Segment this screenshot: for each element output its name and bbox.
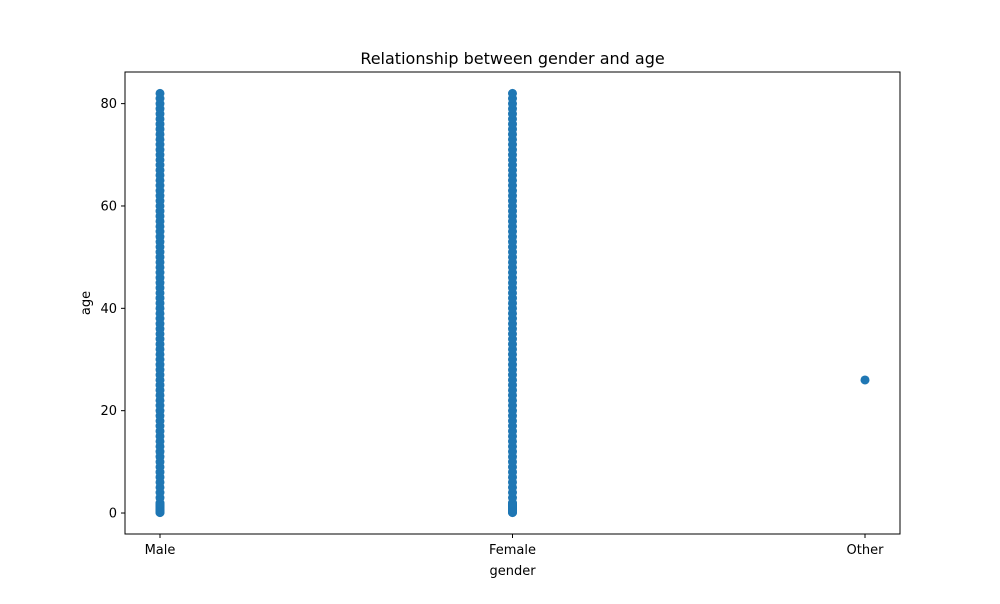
- scatter-point-male: [155, 88, 165, 98]
- chart-title: Relationship between gender and age: [360, 49, 664, 68]
- x-tick-label: Female: [489, 543, 536, 558]
- y-axis-label: age: [79, 291, 94, 315]
- y-tick-label: 80: [100, 97, 117, 112]
- y-tick-label: 60: [100, 199, 117, 214]
- y-tick-label: 0: [109, 507, 117, 522]
- x-tick-label: Male: [145, 543, 176, 558]
- data-points: [155, 88, 870, 518]
- x-axis-label: gender: [489, 564, 536, 579]
- y-tick-label: 40: [100, 302, 117, 317]
- scatter-point-female: [508, 88, 517, 98]
- scatter-point-other: [860, 375, 870, 385]
- x-axis-ticks: Male Female Other: [145, 534, 885, 558]
- x-tick-label: Other: [847, 543, 885, 558]
- y-tick-label: 20: [100, 404, 117, 419]
- y-axis-ticks: 0 20 40 60 80: [100, 97, 125, 522]
